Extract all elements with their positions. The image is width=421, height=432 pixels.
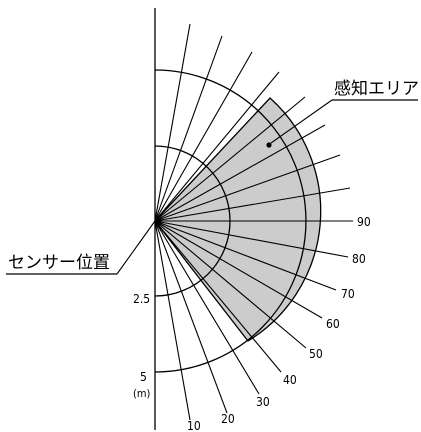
- distance-label-5: 5: [140, 370, 147, 384]
- distance-unit-label: (m): [133, 387, 151, 400]
- angle-label-90: 90: [357, 215, 371, 229]
- upper-rays: [154, 23, 351, 222]
- ray-40: [154, 220, 282, 373]
- ray-upper: [154, 154, 341, 222]
- angle-label-70: 70: [341, 287, 355, 301]
- ray-upper: [154, 35, 223, 222]
- angle-label-50: 50: [309, 347, 323, 361]
- ray-upper: [154, 23, 191, 222]
- angle-label-30: 30: [256, 395, 270, 409]
- angle-label-40: 40: [283, 373, 297, 387]
- detection-area-dot: [266, 142, 272, 148]
- ray-60: [154, 220, 323, 319]
- sensor-position-label: センサー位置: [8, 253, 110, 273]
- ray-upper: [154, 187, 351, 222]
- ray-upper: [154, 51, 253, 222]
- ray-upper: [154, 71, 280, 222]
- ray-70: [154, 220, 337, 291]
- numbered-rays: [154, 220, 353, 421]
- angle-label-80: 80: [352, 252, 366, 266]
- ray-50: [154, 220, 307, 349]
- ray-80: [154, 220, 349, 258]
- detection-area-label: 感知エリア: [334, 79, 419, 99]
- ray-30: [154, 220, 260, 395]
- detection-area-leader: [270, 99, 333, 144]
- distance-label-2-5: 2.5: [133, 292, 150, 306]
- ray-10: [154, 220, 191, 421]
- angle-label-60: 60: [326, 317, 340, 331]
- ray-upper: [154, 124, 326, 222]
- detection-area-sector: [154, 97, 322, 342]
- ray-20: [154, 220, 228, 414]
- angle-label-20: 20: [221, 412, 235, 426]
- ray-upper: [154, 96, 306, 222]
- angle-label-10: 10: [187, 419, 201, 432]
- sensor-position-leader: [116, 220, 156, 275]
